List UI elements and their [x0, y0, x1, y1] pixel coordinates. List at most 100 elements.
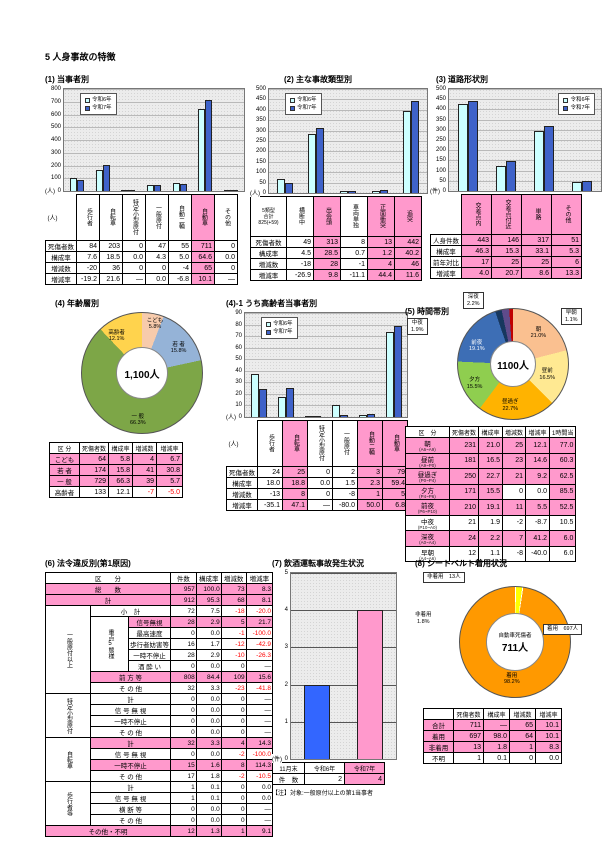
row-label: 高齢者	[49, 486, 80, 498]
table-cell: 0.0	[195, 627, 222, 639]
column-header: 交差点内	[461, 194, 492, 235]
table-cell: 1	[509, 741, 536, 753]
section-title: (6) 法令違反別(第1原因)	[45, 559, 131, 568]
row-label: 計	[90, 693, 171, 705]
chart-plot-area: 令和6年 令和7年	[268, 88, 428, 194]
y-tick-label: 600	[50, 111, 61, 118]
gridline	[291, 573, 396, 574]
row-label: 一時不停止	[90, 715, 171, 727]
table-cell: 7.6	[76, 251, 100, 263]
table-cell: 133	[78, 486, 110, 498]
table-cell: 19.1	[478, 499, 504, 516]
table-cell: 6	[551, 256, 582, 268]
bar	[379, 190, 388, 193]
table-cell: -26.9	[286, 269, 314, 281]
table-cell: ―	[245, 693, 274, 705]
legend-swatch	[266, 329, 271, 335]
center-label: 1,100人	[124, 369, 160, 381]
table-cell: 0	[214, 240, 238, 252]
bar	[582, 180, 592, 191]
legend-label: 令和6年	[570, 97, 590, 103]
table-cell: 1.8	[483, 741, 510, 753]
row-label: 計	[90, 737, 171, 749]
column-header: 一般原付	[332, 420, 358, 467]
gridline	[245, 393, 407, 395]
donut-hole: 1100人	[490, 341, 536, 387]
table-cell: 4	[132, 453, 158, 465]
gridline	[64, 140, 244, 141]
legend-swatch	[563, 97, 569, 103]
row-label: 増減数	[250, 258, 287, 270]
bar	[316, 127, 325, 193]
table-cell: 72	[170, 605, 197, 617]
bar	[458, 104, 468, 191]
table-cell: -2	[502, 514, 527, 531]
elderly-party-bar-chart: 0 10 20 30 40 50 60 70 80 90 令和6年 令和7年 (人)	[226, 310, 408, 421]
table-cell: 203	[99, 240, 123, 252]
row-label: そ の 他	[90, 770, 171, 782]
row-label: 増減数	[45, 262, 77, 274]
y-tick-label: 200	[50, 162, 61, 169]
table-cell: 0.0	[195, 660, 222, 672]
row-label: 横 断 等	[90, 803, 171, 815]
column-header: 1時間当	[549, 426, 577, 438]
table-cell: 109	[220, 671, 247, 683]
column-header: その他	[551, 194, 582, 235]
table-cell: -2	[220, 748, 247, 760]
table-cell: 8.3	[535, 741, 562, 753]
column-header: 追突	[394, 196, 422, 237]
y-tick-label: 250	[435, 137, 446, 143]
table-cell: ―	[245, 715, 274, 727]
table-cell: -100.0	[245, 627, 274, 639]
party-type-bar-chart: 0 100 200 300 400 500 600 700 800 令和6年 令和7年 (人)	[45, 86, 245, 195]
table-cell: 52.5	[549, 499, 577, 516]
gridline	[245, 382, 407, 384]
table-cell: 6.7	[156, 453, 184, 465]
table-cell: -6.8	[168, 273, 192, 285]
y-tick-label: 500	[435, 86, 446, 92]
gridline	[269, 151, 427, 153]
gridline	[269, 161, 427, 163]
table-cell: 15.8	[108, 464, 134, 476]
table-cell: ―	[245, 704, 274, 716]
row-label: 総 数	[45, 583, 171, 595]
y-tick-label: 250	[255, 138, 266, 144]
table-cell: 0.1	[195, 781, 222, 793]
table-cell: 697	[453, 730, 484, 742]
violation-table: 区 分件数 構成率 増減数 増減率総 数 957 100.0 73 8.3 計 912 95.3 68…	[45, 572, 274, 837]
y-tick-label: 50	[235, 356, 242, 363]
table-cell: -13	[257, 488, 283, 500]
column-header: 出会頭	[313, 196, 341, 237]
table-cell: ―	[245, 803, 274, 815]
table-cell: 0	[220, 693, 247, 705]
table-cell: 2.9	[195, 649, 222, 661]
chart-legend: 令和6年 令和7年	[261, 317, 298, 339]
road-shape-table: 交差点内 交差点付近 単路 その他 人身件数 443 146 317 51 構成率 46.3 15.3…	[430, 194, 602, 279]
column-header: 死傷者数	[78, 442, 110, 454]
section-time-of-day: (5) 時間帯別 1100人 朝 21.0% 昼前 16.5% 昼過ぎ 22.7% 夕方 15.…	[405, 292, 602, 562]
callout-label: 中夜 1.9%	[407, 318, 428, 336]
group-label: 自転車	[45, 737, 91, 782]
bar-group-4	[146, 185, 161, 191]
slice-label: 夕方 15.5%	[466, 377, 483, 390]
gridline	[269, 130, 427, 132]
table-cell: 3.3	[195, 682, 222, 694]
gridline	[245, 405, 407, 407]
table-cell: 10.1	[535, 730, 562, 742]
row-label: 中夜 (P10~A0)	[405, 514, 450, 531]
table-cell: 1	[170, 781, 197, 793]
table-cell: 47	[145, 240, 169, 252]
row-label: 昼過ぎ (P0~P4)	[405, 468, 450, 485]
table-cell: 146	[491, 234, 522, 246]
gridline	[245, 347, 407, 349]
y-tick-label: 200	[255, 148, 266, 155]
bar	[356, 610, 383, 759]
slice-label: 若 者 15.8%	[170, 341, 187, 355]
table-cell: 30.8	[156, 464, 184, 476]
y-tick-label: 2	[284, 681, 288, 688]
table-cell: 6.0	[549, 545, 577, 562]
table-cell: 231	[448, 437, 480, 454]
table-cell: 5.3	[551, 245, 582, 257]
table-cell: 21	[448, 514, 480, 531]
section-accident-type: (2) 主な事故類型別 0 50 100 150 200 250 300 350 400 450 5…	[250, 74, 428, 281]
